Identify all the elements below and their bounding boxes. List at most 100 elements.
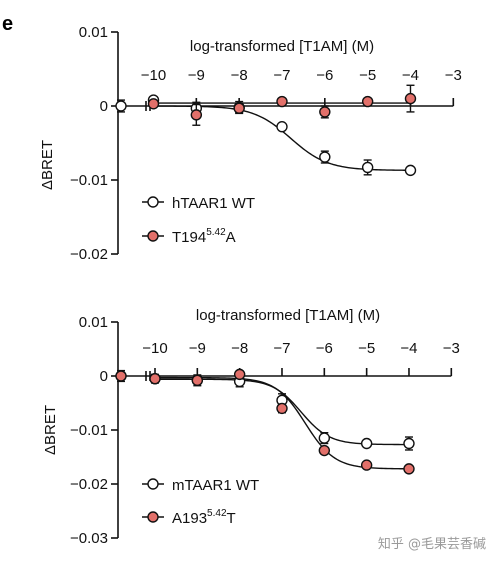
y-tick-label: 0.01 [79,24,108,41]
bottom-plot-marks [115,368,415,475]
x-tick-label: −5 [359,67,376,84]
legend-a193-suffix: T [227,510,236,527]
bottom-x-axis-title: log-transformed [T1AM] (M) [196,307,380,324]
data-point-t194a [233,102,245,114]
legend-label-htaar1: hTAAR1 WT [172,195,255,212]
data-point-t194a [190,103,203,126]
legend-marker-mtaar1 [147,478,159,490]
x-tick-label: −10 [142,340,167,357]
marker-a193t [191,374,204,387]
legend-t194-suffix: A [226,229,236,246]
x-tick-label: −7 [273,67,290,84]
x-tick-label: −4 [402,67,419,84]
top-y-axis-title: ΔBRET [39,140,56,190]
data-point-a193t [233,368,246,381]
marker-t194a [361,95,374,108]
marker-a193t [233,368,246,381]
marker-t194a [319,106,331,118]
data-point-htaar1-wt [276,121,288,133]
x-tick-label: −3 [443,340,460,357]
marker-htaar1-wt [319,151,331,163]
watermark-text: 知乎 @毛果芸香碱 [378,536,486,552]
data-point-htaar1-wt [404,164,417,177]
marker-mtaar1-wt [360,437,373,450]
y-tick-label: 0.01 [79,314,108,331]
marker-htaar1-wt [361,161,374,174]
x-tick-label: −8 [231,67,248,84]
top-plot-marks [115,84,417,177]
data-point-mtaar1-wt [318,432,331,445]
legend-label-a193: A1935.42T [172,508,236,527]
y-tick-label: −0.01 [70,172,108,189]
x-tick-label: −8 [231,340,248,357]
marker-t194a [147,98,160,110]
x-tick-label: −9 [188,67,205,84]
bottom-legend: mTAAR1 WT A1935.42T [142,477,259,527]
top-chart-panel: log-transformed [T1AM] (M) ΔBRET 0.01 0 −0… [39,24,462,263]
legend-t194-base: T194 [172,229,206,246]
marker-t194a [276,95,288,108]
bottom-chart-panel: log-transformed [T1AM] (M) ΔBRET 0.01 0 −0… [42,307,460,547]
y-tick-label: −0.02 [70,246,108,263]
x-tick-label: −6 [316,340,333,357]
marker-t194a [190,109,203,121]
marker-a193t [403,463,415,475]
panel-label: e [2,13,13,35]
y-tick-label: 0 [100,368,108,385]
x-tick-label: −10 [141,67,166,84]
y-tick-label: −0.01 [70,422,108,439]
x-tick-label: −6 [316,67,333,84]
data-point-a193t [360,459,373,471]
x-tick-label: −7 [273,340,290,357]
marker-htaar1-wt [115,100,127,112]
data-point-mtaar1-wt [403,436,415,451]
marker-t194a [404,92,417,105]
data-point-a193t [276,402,288,415]
data-point-mtaar1-wt [360,437,373,450]
legend-t194-sup: 5.42 [206,227,226,238]
data-point-a193t [191,374,204,387]
data-point-t194a [147,98,160,110]
fit-curve-a193t [155,376,409,470]
x-tick-label: −5 [358,340,375,357]
top-legend: hTAAR1 WT T1945.42A [142,195,255,246]
data-point-a193t [115,370,127,382]
bottom-axes: 0.01 0 −0.01 −0.02 −0.03 −10 −9 −8 −7 −6 −5 −4 −3 [70,314,460,547]
data-point-t194a [404,84,417,113]
marker-mtaar1-wt [318,432,331,444]
marker-a193t [360,459,373,471]
data-point-a193t [318,444,331,457]
data-point-htaar1-wt [115,99,127,113]
data-point-a193t [403,463,415,475]
legend-marker-htaar1 [147,196,159,208]
marker-a193t [115,370,127,382]
legend-label-t194: T1945.42A [172,227,236,246]
marker-a193t [318,444,331,457]
legend-marker-t194 [147,230,159,242]
data-point-a193t [149,373,161,385]
y-tick-label: 0 [100,98,108,115]
y-tick-label: −0.03 [70,530,108,547]
marker-htaar1-wt [276,121,288,133]
y-tick-label: −0.02 [70,476,108,493]
top-axes: 0.01 0 −0.01 −0.02 −10 −9 −8 −7 −6 −5 −4 −3 [70,24,462,263]
top-x-axis-title: log-transformed [T1AM] (M) [190,38,374,55]
data-point-t194a [361,95,374,108]
data-point-htaar1-wt [319,150,331,164]
bottom-y-axis-title: ΔBRET [42,405,59,455]
marker-mtaar1-wt [403,437,415,450]
x-tick-label: −9 [189,340,206,357]
x-tick-label: −3 [445,67,462,84]
x-tick-label: −4 [400,340,417,357]
marker-a193t [276,402,288,415]
legend-label-mtaar1: mTAAR1 WT [172,477,259,494]
data-point-htaar1-wt [361,159,374,176]
legend-a193-base: A193 [172,510,207,527]
data-point-t194a [319,105,331,119]
marker-htaar1-wt [404,164,417,177]
marker-a193t [149,373,161,385]
marker-t194a [233,102,245,114]
legend-a193-sup: 5.42 [207,508,227,519]
data-point-t194a [276,95,288,108]
